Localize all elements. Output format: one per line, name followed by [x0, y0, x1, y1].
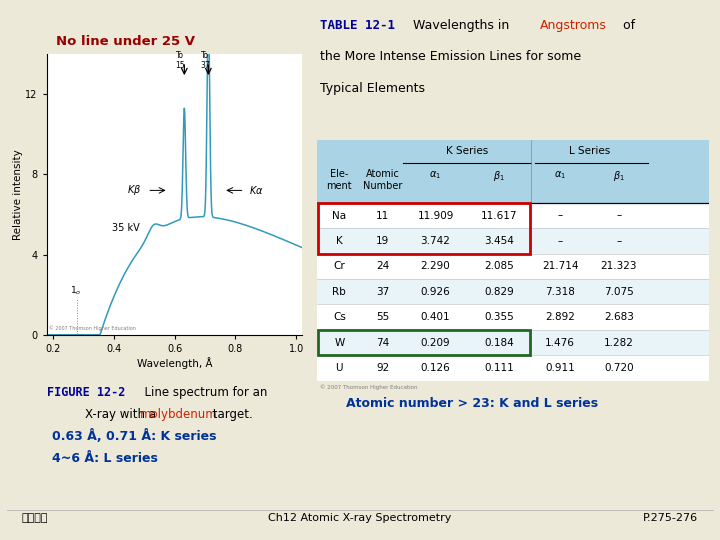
Text: 11: 11 [376, 211, 389, 220]
Bar [317, 355, 709, 381]
Text: the More Intense Emission Lines for some: the More Intense Emission Lines for some [320, 50, 582, 63]
Text: 19: 19 [376, 236, 389, 246]
Text: –: – [557, 211, 563, 220]
Text: U: U [336, 363, 343, 373]
Text: 11.909: 11.909 [418, 211, 454, 220]
Bar [317, 228, 709, 254]
Text: Line spectrum for an: Line spectrum for an [137, 386, 267, 399]
Y-axis label: Relative intensity: Relative intensity [13, 149, 22, 240]
Text: TABLE 12-1: TABLE 12-1 [320, 19, 395, 32]
Text: 55: 55 [376, 312, 389, 322]
Text: X-ray with a: X-ray with a [70, 408, 160, 421]
Text: 11.617: 11.617 [481, 211, 518, 220]
Text: 0.720: 0.720 [604, 363, 634, 373]
Text: Typical Elements: Typical Elements [320, 82, 426, 94]
Text: 1.282: 1.282 [604, 338, 634, 348]
Text: Cs: Cs [333, 312, 346, 322]
Text: Atomic
Number: Atomic Number [363, 169, 402, 191]
Text: –: – [557, 236, 563, 246]
Text: Atomic number > 23: K and L series: Atomic number > 23: K and L series [346, 397, 598, 410]
Text: $\beta_1$: $\beta_1$ [613, 169, 625, 183]
Text: 0.111: 0.111 [485, 363, 514, 373]
Text: $\beta_1$: $\beta_1$ [493, 169, 505, 183]
Bar [318, 330, 530, 355]
Text: W: W [334, 338, 344, 348]
Text: 92: 92 [376, 363, 389, 373]
Bar [317, 203, 709, 228]
Text: Wavelengths in: Wavelengths in [405, 19, 513, 32]
Text: Angstroms: Angstroms [540, 19, 607, 32]
Text: –: – [616, 211, 621, 220]
Text: Cr: Cr [333, 261, 345, 272]
Text: 0.184: 0.184 [485, 338, 514, 348]
Text: 2.892: 2.892 [545, 312, 575, 322]
Text: Ch12 Atomic X-ray Spectrometry: Ch12 Atomic X-ray Spectrometry [269, 514, 451, 523]
Text: Rb: Rb [333, 287, 346, 297]
Text: 0.209: 0.209 [420, 338, 450, 348]
Text: 0.911: 0.911 [545, 363, 575, 373]
Text: of: of [619, 19, 635, 32]
Text: K$\beta$: K$\beta$ [127, 184, 141, 198]
Text: To: To [201, 51, 209, 60]
Text: P.275-276: P.275-276 [643, 514, 698, 523]
Text: 0.126: 0.126 [420, 363, 451, 373]
Text: –: – [616, 236, 621, 246]
Text: K: K [336, 236, 343, 246]
Text: 35 kV: 35 kV [112, 224, 140, 233]
Text: 21.714: 21.714 [542, 261, 578, 272]
Bar [317, 305, 709, 330]
Text: $\alpha_1$: $\alpha_1$ [430, 169, 441, 181]
Text: 2.683: 2.683 [604, 312, 634, 322]
Text: 7.075: 7.075 [604, 287, 634, 297]
Text: 15: 15 [175, 61, 184, 70]
Text: 0.829: 0.829 [485, 287, 514, 297]
Bar [317, 254, 709, 279]
Text: To: To [176, 51, 184, 60]
Text: 歐亞書局: 歐亞書局 [22, 514, 48, 523]
Bar [318, 203, 530, 254]
Text: 37: 37 [200, 61, 210, 70]
Text: No line under 25 V: No line under 25 V [56, 35, 196, 48]
Text: Na: Na [333, 211, 346, 220]
Text: molybdenum: molybdenum [140, 408, 217, 421]
Text: 4~6 Å: L series: 4~6 Å: L series [52, 452, 158, 465]
Text: 3.742: 3.742 [420, 236, 451, 246]
Text: 37: 37 [376, 287, 389, 297]
Text: Ele-
ment: Ele- ment [327, 169, 352, 191]
Text: 0.401: 0.401 [420, 312, 450, 322]
Text: L Series: L Series [569, 146, 610, 157]
Text: 3.454: 3.454 [485, 236, 514, 246]
Text: $\alpha_1$: $\alpha_1$ [554, 169, 566, 181]
X-axis label: Wavelength, Å: Wavelength, Å [137, 356, 212, 368]
Text: 74: 74 [376, 338, 389, 348]
Text: 7.318: 7.318 [545, 287, 575, 297]
Bar [317, 330, 709, 355]
Text: 0.926: 0.926 [420, 287, 451, 297]
Text: K$\alpha$: K$\alpha$ [249, 184, 264, 197]
Text: © 2007 Thomson Higher Education: © 2007 Thomson Higher Education [50, 325, 136, 330]
Bar [317, 279, 709, 305]
Bar [317, 140, 709, 203]
Text: 2.085: 2.085 [485, 261, 514, 272]
Text: 1$_o$: 1$_o$ [70, 285, 81, 297]
Text: 21.323: 21.323 [600, 261, 637, 272]
Text: target.: target. [209, 408, 253, 421]
Text: 0.63 Å, 0.71 Å: K series: 0.63 Å, 0.71 Å: K series [52, 429, 216, 443]
Text: © 2007 Thomson Higher Education: © 2007 Thomson Higher Education [320, 384, 418, 390]
Text: 1.476: 1.476 [545, 338, 575, 348]
Text: K Series: K Series [446, 146, 488, 157]
Text: 24: 24 [376, 261, 389, 272]
Text: FIGURE 12-2: FIGURE 12-2 [47, 386, 125, 399]
Text: 0.355: 0.355 [485, 312, 514, 322]
Text: 2.290: 2.290 [420, 261, 451, 272]
